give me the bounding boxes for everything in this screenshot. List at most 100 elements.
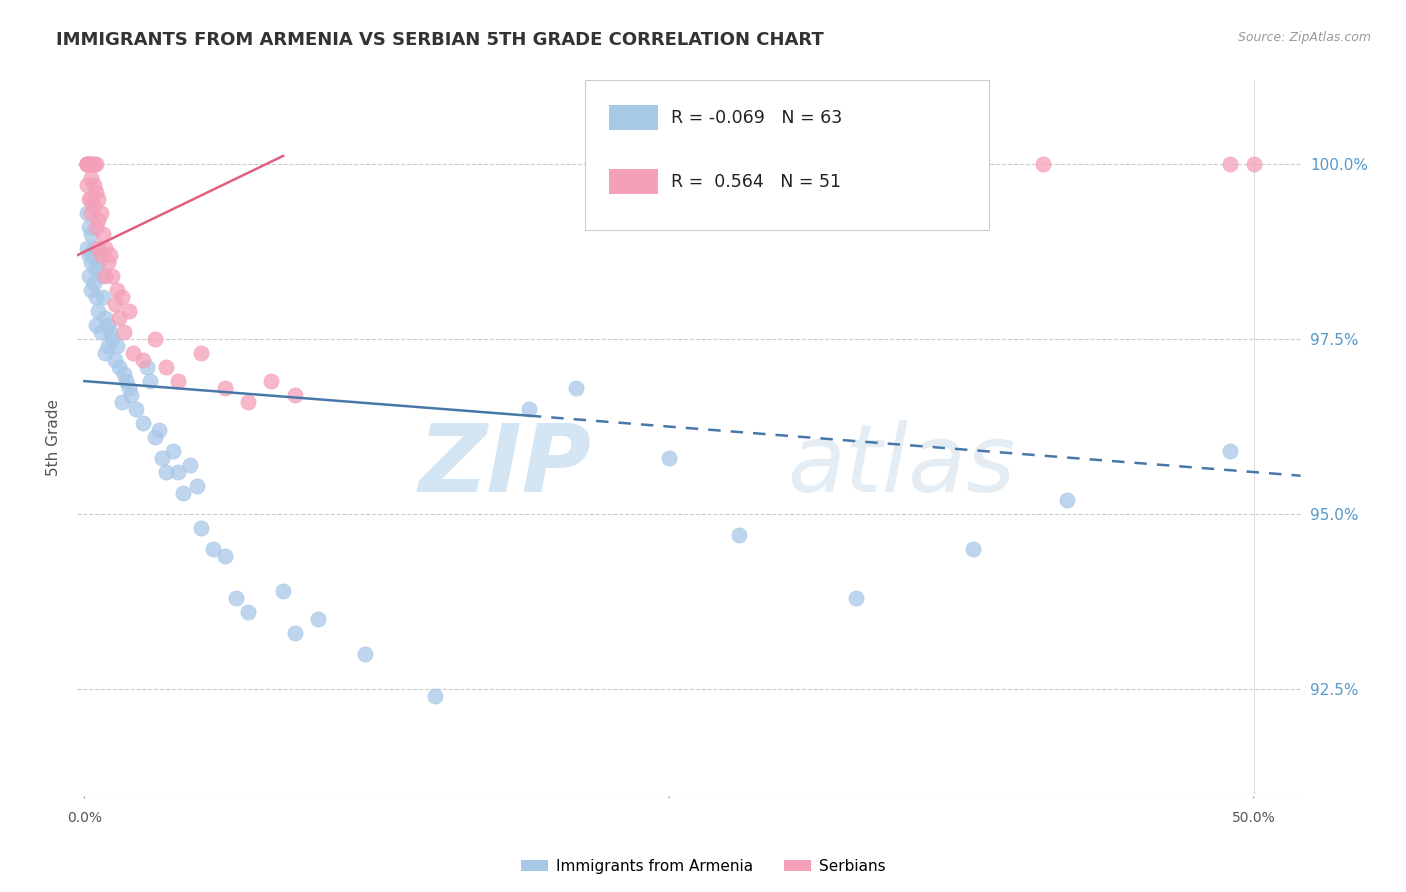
Point	[284, 626, 307, 640]
Point	[143, 332, 166, 346]
Point	[98, 248, 121, 262]
Point	[564, 381, 586, 395]
Point	[90, 269, 112, 284]
Point	[97, 318, 120, 333]
Point	[214, 381, 236, 395]
Point	[112, 325, 135, 339]
Point	[84, 185, 107, 199]
Point	[76, 206, 98, 220]
Point	[112, 367, 135, 381]
Point	[83, 241, 105, 255]
Point	[77, 157, 100, 171]
Point	[271, 584, 294, 599]
Point	[77, 192, 100, 206]
Point	[97, 339, 120, 353]
Point	[1032, 157, 1054, 171]
Point	[962, 541, 984, 556]
Point	[1243, 157, 1265, 171]
Point	[101, 269, 124, 284]
Point	[148, 423, 170, 437]
Point	[162, 444, 184, 458]
Point	[201, 541, 224, 556]
Point	[120, 388, 142, 402]
Point	[77, 157, 100, 171]
Point	[186, 479, 208, 493]
Point	[80, 171, 103, 186]
Point	[80, 227, 103, 242]
Point	[80, 157, 103, 171]
Point	[225, 591, 247, 605]
Point	[108, 311, 131, 326]
Point	[105, 283, 128, 297]
Point	[728, 528, 751, 542]
Text: atlas: atlas	[787, 420, 1015, 511]
Point	[94, 241, 117, 255]
Point	[83, 199, 105, 213]
Y-axis label: 5th Grade: 5th Grade	[45, 399, 60, 475]
Point	[167, 374, 190, 388]
Point	[125, 402, 148, 417]
Point	[236, 395, 259, 409]
Point	[87, 304, 110, 318]
Point	[155, 465, 177, 479]
Point	[76, 157, 98, 171]
Point	[1219, 444, 1241, 458]
FancyBboxPatch shape	[609, 169, 658, 194]
Point	[190, 346, 212, 360]
Text: IMMIGRANTS FROM ARMENIA VS SERBIAN 5TH GRADE CORRELATION CHART: IMMIGRANTS FROM ARMENIA VS SERBIAN 5TH G…	[56, 31, 824, 49]
Point	[84, 220, 107, 235]
Point	[167, 465, 190, 479]
Point	[658, 451, 681, 466]
Point	[76, 241, 98, 255]
Point	[845, 591, 868, 605]
Point	[90, 325, 112, 339]
Point	[80, 157, 103, 171]
Text: R =  0.564   N = 51: R = 0.564 N = 51	[671, 173, 841, 191]
FancyBboxPatch shape	[609, 105, 658, 130]
Point	[132, 353, 155, 368]
Point	[91, 290, 114, 304]
Point	[83, 276, 105, 290]
Point	[104, 297, 127, 311]
Point	[77, 220, 100, 235]
Point	[80, 255, 103, 269]
Point	[1219, 157, 1241, 171]
Text: 0.0%: 0.0%	[67, 812, 101, 825]
Point	[190, 521, 212, 535]
Point	[77, 269, 100, 284]
Point	[76, 157, 98, 171]
Point	[94, 311, 117, 326]
Point	[84, 157, 107, 171]
Point	[84, 290, 107, 304]
FancyBboxPatch shape	[585, 80, 988, 230]
Point	[354, 647, 377, 661]
Point	[132, 416, 155, 430]
Point	[425, 689, 447, 703]
Point	[172, 486, 194, 500]
Point	[136, 360, 159, 375]
Point	[118, 381, 141, 395]
Point	[94, 269, 117, 284]
Point	[84, 262, 107, 277]
Point	[115, 374, 138, 388]
Point	[97, 255, 120, 269]
Legend: Immigrants from Armenia, Serbians: Immigrants from Armenia, Serbians	[515, 853, 891, 880]
Point	[87, 255, 110, 269]
Point	[143, 430, 166, 444]
Point	[150, 451, 173, 466]
Point	[118, 304, 141, 318]
Point	[87, 241, 110, 255]
Point	[83, 178, 105, 193]
Point	[76, 157, 98, 171]
Point	[1056, 493, 1078, 508]
Point	[84, 318, 107, 333]
Point	[76, 157, 98, 171]
Point	[94, 346, 117, 360]
Point	[155, 360, 177, 375]
Point	[91, 227, 114, 242]
Point	[90, 206, 112, 220]
Point	[108, 360, 131, 375]
Point	[111, 395, 134, 409]
Point	[80, 206, 103, 220]
Point	[98, 325, 121, 339]
